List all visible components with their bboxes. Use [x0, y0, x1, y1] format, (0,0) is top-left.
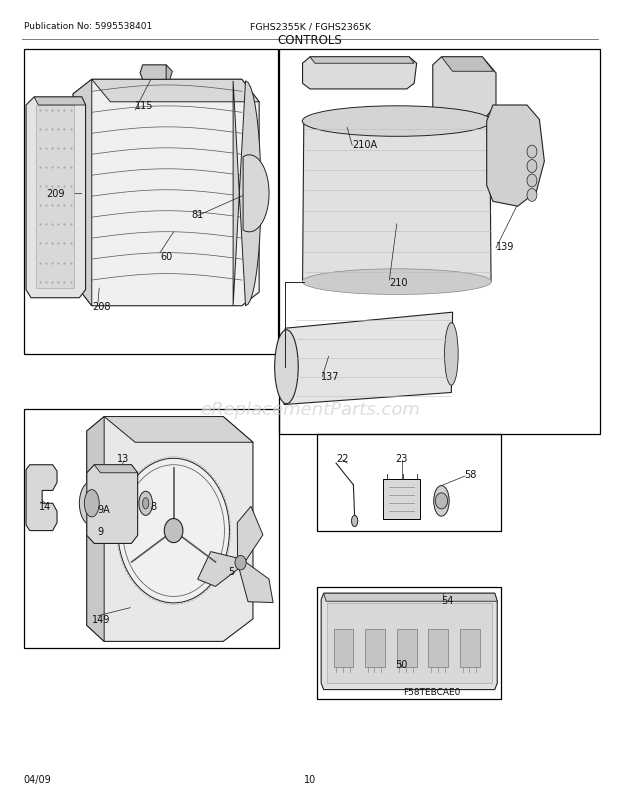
Text: 81: 81: [191, 210, 203, 220]
Bar: [365, 629, 385, 667]
Polygon shape: [36, 106, 74, 289]
Text: 50: 50: [396, 659, 408, 669]
Circle shape: [527, 160, 537, 173]
Bar: [317, 587, 501, 699]
Polygon shape: [237, 507, 263, 565]
Circle shape: [435, 493, 448, 509]
Polygon shape: [92, 80, 259, 103]
Text: 9: 9: [97, 526, 104, 536]
Text: 5: 5: [228, 566, 234, 576]
Circle shape: [527, 175, 537, 188]
Ellipse shape: [352, 516, 358, 527]
Ellipse shape: [139, 492, 153, 516]
Bar: [428, 629, 448, 667]
Bar: [460, 629, 480, 667]
Text: F58TEBCAE0: F58TEBCAE0: [403, 687, 461, 696]
Text: 54: 54: [441, 595, 454, 605]
Circle shape: [118, 459, 229, 603]
Polygon shape: [321, 593, 497, 690]
Polygon shape: [310, 58, 414, 64]
Polygon shape: [87, 465, 138, 544]
Text: 149: 149: [92, 614, 110, 624]
Ellipse shape: [434, 486, 449, 516]
Polygon shape: [87, 417, 104, 642]
Text: 58: 58: [464, 470, 476, 480]
Polygon shape: [34, 98, 86, 106]
Ellipse shape: [303, 269, 491, 295]
Polygon shape: [487, 106, 544, 207]
Text: CONTROLS: CONTROLS: [278, 34, 342, 47]
Polygon shape: [140, 66, 169, 80]
Ellipse shape: [445, 323, 458, 386]
Text: 115: 115: [135, 101, 154, 111]
Bar: [397, 629, 417, 667]
Polygon shape: [87, 417, 253, 642]
Polygon shape: [26, 98, 86, 298]
Polygon shape: [26, 465, 57, 531]
Text: 04/09: 04/09: [24, 775, 51, 784]
Polygon shape: [233, 82, 261, 306]
Text: 210: 210: [389, 277, 408, 287]
Text: 209: 209: [46, 189, 64, 199]
Ellipse shape: [143, 498, 149, 509]
Polygon shape: [94, 465, 138, 473]
Text: eReplacementParts.com: eReplacementParts.com: [200, 400, 420, 418]
Bar: [279, 50, 600, 435]
Bar: [24, 409, 279, 648]
Bar: [334, 629, 353, 667]
Polygon shape: [303, 122, 491, 282]
Ellipse shape: [84, 490, 99, 517]
Text: 208: 208: [92, 302, 110, 311]
Polygon shape: [303, 58, 417, 90]
Ellipse shape: [303, 107, 491, 137]
Text: 10: 10: [304, 775, 316, 784]
Text: 22: 22: [336, 454, 348, 464]
Polygon shape: [73, 80, 92, 306]
Text: 13: 13: [117, 454, 129, 464]
Text: 137: 137: [321, 372, 340, 382]
Polygon shape: [166, 66, 172, 80]
Text: 14: 14: [39, 502, 51, 512]
Polygon shape: [441, 58, 494, 72]
Circle shape: [527, 146, 537, 159]
Text: FGHS2355K / FGHS2365K: FGHS2355K / FGHS2365K: [249, 22, 371, 31]
Circle shape: [527, 189, 537, 202]
Polygon shape: [433, 58, 496, 122]
Bar: [24, 50, 278, 354]
Text: 60: 60: [160, 252, 172, 261]
Text: 9A: 9A: [97, 504, 110, 514]
Ellipse shape: [79, 481, 104, 526]
Text: Publication No: 5995538401: Publication No: 5995538401: [24, 22, 152, 31]
Polygon shape: [73, 80, 259, 306]
Text: 139: 139: [496, 242, 515, 252]
Polygon shape: [198, 552, 241, 586]
Bar: [317, 435, 501, 531]
Text: 8: 8: [150, 502, 156, 512]
Polygon shape: [243, 156, 269, 233]
Polygon shape: [284, 313, 453, 405]
Text: 210A: 210A: [352, 140, 378, 149]
Polygon shape: [324, 593, 497, 602]
Circle shape: [164, 519, 183, 543]
Bar: [383, 480, 420, 520]
Polygon shape: [238, 561, 273, 603]
Text: 23: 23: [396, 454, 408, 464]
Circle shape: [235, 556, 246, 570]
Polygon shape: [104, 417, 253, 443]
Bar: [327, 603, 492, 683]
Ellipse shape: [275, 330, 298, 404]
